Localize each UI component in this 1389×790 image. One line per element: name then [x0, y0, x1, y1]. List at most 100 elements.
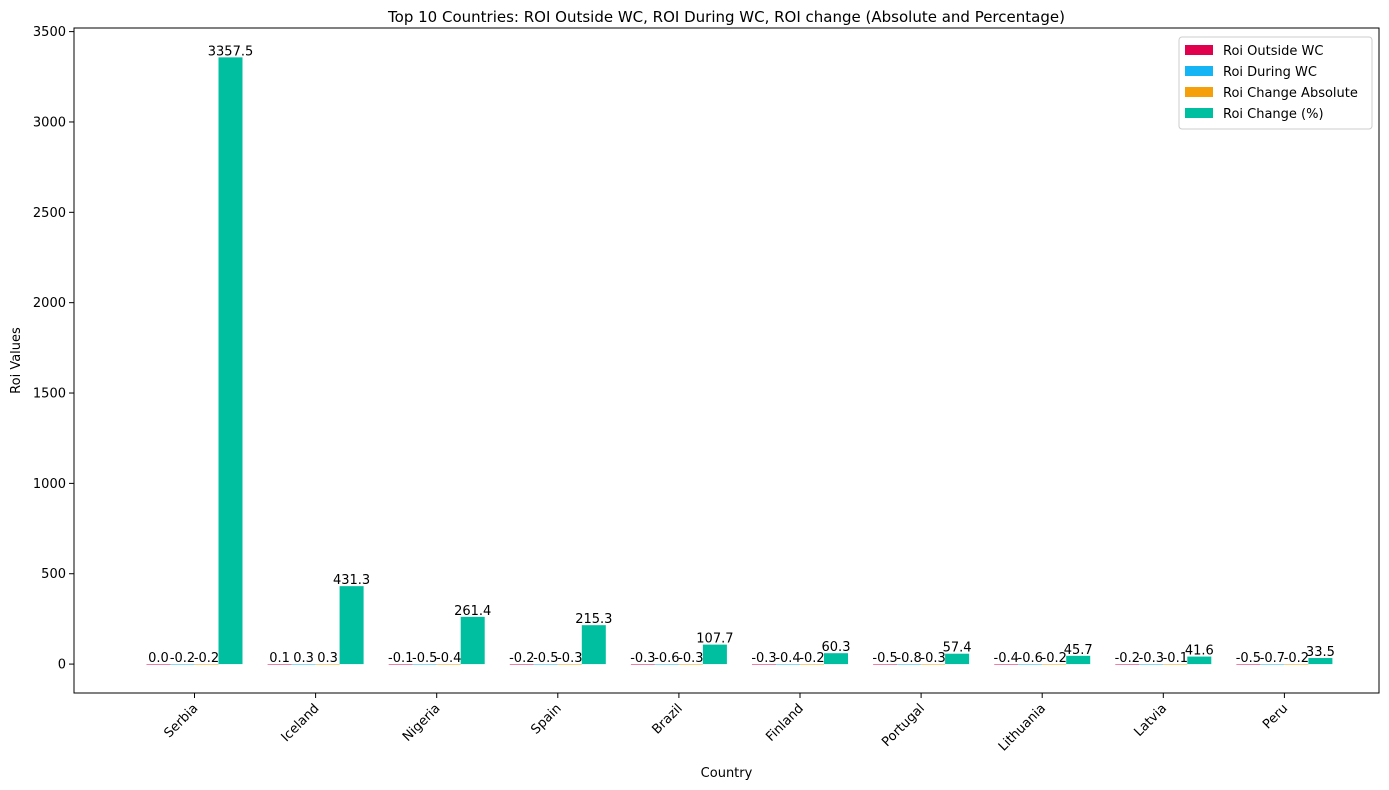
bar-value-label: -0.2 [799, 651, 824, 666]
x-tick-label: Spain [528, 701, 564, 737]
x-tick-label: Iceland [279, 701, 323, 745]
legend-box [1178, 36, 1373, 130]
x-tick-label: Serbia [161, 701, 201, 741]
y-axis: 0 500 1000 1500 2000 2500 3000 3500 [33, 25, 74, 673]
bar-latvia-series-3 [1163, 664, 1188, 665]
bar-value-label: -0.5 [533, 651, 558, 666]
bar-value-label: 57.4 [943, 641, 972, 656]
bar-value-label: -0.2 [1115, 651, 1140, 666]
bar-brazil-series-2 [654, 664, 679, 665]
bar-value-label: 261.4 [454, 604, 491, 619]
bar-spain-series-2 [533, 664, 558, 665]
x-tick-label: Portugal [879, 701, 928, 750]
chart-title: Top 10 Countries: ROI Outside WC, ROI Du… [387, 8, 1065, 26]
bar-brazil-series-1 [630, 664, 655, 665]
bar-iceland-series-4 [339, 586, 364, 665]
bar-portugal-series-2 [897, 664, 922, 665]
y-tick-label: 1500 [33, 387, 66, 402]
legend-swatch [1185, 87, 1213, 97]
bar-value-label: -0.4 [994, 651, 1019, 666]
bar-portugal-series-1 [873, 664, 898, 665]
y-tick-label: 3000 [33, 115, 66, 130]
legend: Roi Outside WC Roi During WC Roi Change Ab… [1178, 36, 1373, 130]
bar-finland-series-3 [800, 664, 824, 665]
bar-latvia-series-2 [1139, 664, 1164, 665]
bar-value-label: -0.3 [557, 651, 582, 666]
x-tick-label: Finland [763, 701, 806, 744]
bar-value-label: -0.2 [1284, 651, 1309, 666]
bar-portugal-series-3 [921, 664, 946, 665]
bar-spain-series-1 [509, 664, 534, 665]
bar-serbia-series-3 [194, 664, 219, 665]
bar-peru-series-3 [1284, 664, 1309, 665]
y-tick-label: 2500 [33, 206, 66, 221]
bar-value-label: -0.6 [1018, 651, 1043, 666]
bar-value-label: 0.3 [293, 651, 314, 666]
bar-value-label: -0.3 [920, 651, 945, 666]
bar-finland-series-4 [824, 653, 848, 665]
y-tick-label: 3500 [33, 25, 66, 40]
bar-value-label: -0.1 [1163, 651, 1188, 666]
y-tick-label: 0 [58, 658, 66, 673]
bar-spain-series-3 [557, 664, 582, 665]
bar-value-label: 0.3 [317, 651, 338, 666]
bar-value-label: -0.8 [896, 651, 921, 666]
bar-iceland-series-2 [291, 664, 316, 665]
bar-peru-series-1 [1236, 664, 1261, 665]
bar-value-label: -0.1 [388, 651, 413, 666]
bar-value-label: 45.7 [1064, 643, 1093, 658]
bar-value-label: -0.4 [436, 651, 461, 666]
bar-serbia-series-4 [218, 57, 243, 665]
bar-value-label: -0.5 [1236, 651, 1261, 666]
bar-value-label: -0.2 [194, 651, 219, 666]
bar-lithuania-series-4 [1066, 655, 1091, 665]
bars-layer [146, 57, 1333, 665]
bar-iceland-series-3 [315, 664, 340, 665]
legend-swatch [1185, 66, 1213, 76]
bar-nigeria-series-4 [460, 616, 485, 665]
bar-value-label: -0.5 [412, 651, 437, 666]
bar-serbia-series-1 [146, 664, 171, 665]
x-tick-label: Brazil [649, 701, 685, 737]
bar-value-label: -0.7 [1260, 651, 1285, 666]
bar-brazil-series-3 [678, 664, 703, 665]
x-axis-label: Country [701, 766, 753, 781]
bar-value-label: -0.3 [1139, 651, 1164, 666]
bar-value-label: -0.3 [678, 651, 703, 666]
bar-spain-series-4 [581, 625, 606, 665]
bar-value-label: -0.2 [1042, 651, 1067, 666]
bar-value-label: 33.5 [1306, 645, 1335, 660]
legend-label: Roi During WC [1223, 65, 1317, 80]
bar-latvia-series-4 [1187, 656, 1212, 665]
bar-lithuania-series-2 [1018, 664, 1043, 665]
bar-brazil-series-4 [702, 644, 727, 665]
bar-finland-series-1 [752, 664, 776, 665]
legend-label: Roi Change Absolute [1223, 86, 1358, 101]
bar-value-label: 107.7 [696, 632, 733, 647]
x-axis: Serbia Iceland Nigeria Spain Brazil Finland Po… [161, 693, 1291, 754]
x-tick-label: Peru [1260, 701, 1291, 732]
bar-serbia-series-2 [170, 664, 195, 665]
bar-value-label: -0.2 [509, 651, 534, 666]
bar-lithuania-series-3 [1042, 664, 1067, 665]
bar-iceland-series-1 [267, 664, 292, 665]
bar-value-label: -0.5 [872, 651, 897, 666]
bar-value-label: 431.3 [333, 573, 370, 588]
bar-value-label: 215.3 [575, 612, 612, 627]
bar-finland-series-2 [776, 664, 800, 665]
y-axis-label: Roi Values [9, 327, 24, 394]
bar-peru-series-2 [1260, 664, 1285, 665]
bar-value-label: 60.3 [822, 640, 851, 655]
legend-swatch [1185, 45, 1213, 55]
bar-value-label: 3357.5 [208, 44, 254, 59]
bar-value-label: 0.0 [148, 651, 169, 666]
legend-label: Roi Change (%) [1223, 107, 1324, 122]
x-tick-label: Lithuania [996, 701, 1049, 754]
y-tick-label: 1000 [33, 477, 66, 492]
x-tick-label: Nigeria [400, 701, 443, 744]
bar-value-label: -0.3 [630, 651, 655, 666]
y-tick-label: 2000 [33, 296, 66, 311]
